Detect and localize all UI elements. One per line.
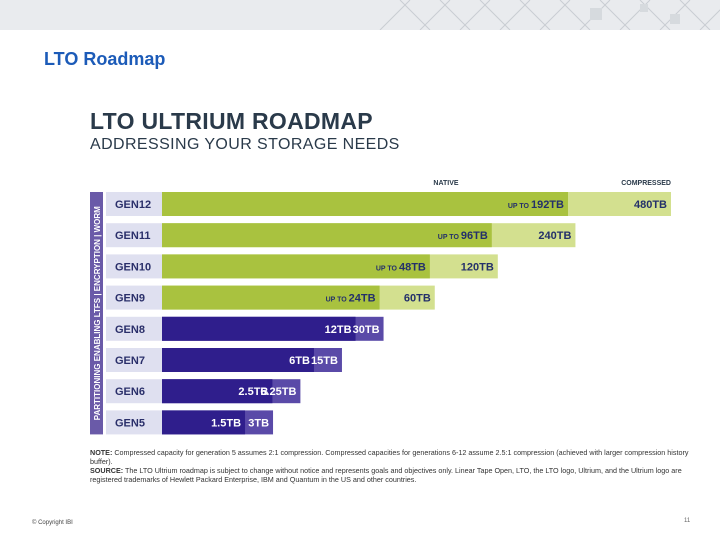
native-bar: [162, 223, 492, 248]
gen-label-bg: [106, 285, 162, 310]
native-value: 12TB: [325, 324, 352, 336]
gen-label-bg: [106, 254, 162, 279]
gen-label: GEN12: [115, 199, 151, 211]
note-block: NOTE: Compressed capacity for generation…: [90, 448, 690, 485]
roadmap-chart: PARTITIONING ENABLING LTFS | ENCRYPTION …: [90, 180, 671, 435]
native-value: 1.5TB: [211, 417, 241, 429]
native-value-label: 2.5TB: [238, 386, 268, 398]
source-label: SOURCE:: [90, 465, 124, 475]
compressed-value-label: 3TB: [248, 417, 269, 429]
gen-label-bg: [106, 316, 162, 341]
native-value: 192TB: [531, 199, 564, 211]
side-feature-bar: [90, 192, 103, 435]
gen-label-bg: [106, 192, 162, 216]
native-prefix: UP TO: [508, 203, 531, 210]
native-value: 24TB: [349, 293, 376, 305]
native-value-label: UP TO 192TB: [508, 199, 564, 211]
native-bar: [162, 348, 314, 372]
header-banner: [0, 0, 720, 30]
native-value-label: UP TO 48TB: [376, 261, 426, 273]
compressed-value-label: 30TB: [353, 324, 380, 336]
copyright-text: © Copyright IBI: [32, 520, 73, 526]
page-number: 11: [684, 518, 691, 524]
compressed-value-label: 120TB: [461, 261, 494, 273]
compressed-value-label: 15TB: [311, 355, 338, 367]
native-value-label: 12TB: [325, 324, 352, 336]
gen-label-bg: [106, 348, 162, 372]
gen-label: GEN6: [115, 386, 145, 398]
native-value: 6TB: [289, 355, 310, 367]
gen-label-bg: [106, 410, 162, 435]
native-value-label: 6TB: [289, 355, 310, 367]
chart-subtitle: ADDRESSING YOUR STORAGE NEEDS: [90, 136, 400, 153]
gen-label-bg: [106, 223, 162, 248]
native-bar: [162, 410, 246, 435]
gen-label: GEN7: [115, 355, 145, 367]
native-prefix: UP TO: [326, 297, 349, 304]
legend-native: NATIVE: [433, 180, 458, 187]
native-bar: [162, 254, 430, 279]
banner-pattern: [379, 0, 720, 30]
native-value: 96TB: [461, 230, 488, 242]
gen-label: GEN11: [115, 230, 150, 242]
native-value: 2.5TB: [238, 386, 268, 398]
legend-compressed: COMPRESSED: [621, 180, 671, 187]
note-text: Compressed capacity for generation 5 ass…: [90, 448, 689, 466]
native-bar: [162, 192, 568, 216]
side-feature-label: PARTITIONING ENABLING LTFS | ENCRYPTION …: [93, 206, 102, 420]
chart-title: LTO ULTRIUM ROADMAP: [90, 108, 373, 134]
native-bar: [162, 285, 380, 310]
compressed-value-label: 6.25TB: [260, 386, 296, 398]
native-value: 48TB: [399, 261, 426, 273]
gen-label: GEN5: [115, 417, 145, 429]
native-value-label: 1.5TB: [211, 417, 241, 429]
native-bar: [162, 379, 273, 404]
gen-label: GEN10: [115, 261, 151, 273]
compressed-value-label: 60TB: [404, 293, 431, 305]
native-prefix: UP TO: [376, 265, 399, 272]
native-bar: [162, 316, 356, 341]
native-prefix: UP TO: [438, 234, 461, 241]
native-value-label: UP TO 24TB: [326, 293, 376, 305]
gen-label: GEN8: [115, 324, 145, 336]
compressed-value-label: 480TB: [634, 199, 667, 211]
slide-title: LTO Roadmap: [44, 49, 166, 69]
note-label: NOTE:: [90, 448, 113, 457]
source-text: The LTO Ultrium roadmap is subject to ch…: [90, 465, 682, 484]
compressed-value-label: 240TB: [538, 230, 571, 242]
gen-label-bg: [106, 379, 162, 404]
gen-label: GEN9: [115, 293, 145, 305]
native-value-label: UP TO 96TB: [438, 230, 488, 242]
